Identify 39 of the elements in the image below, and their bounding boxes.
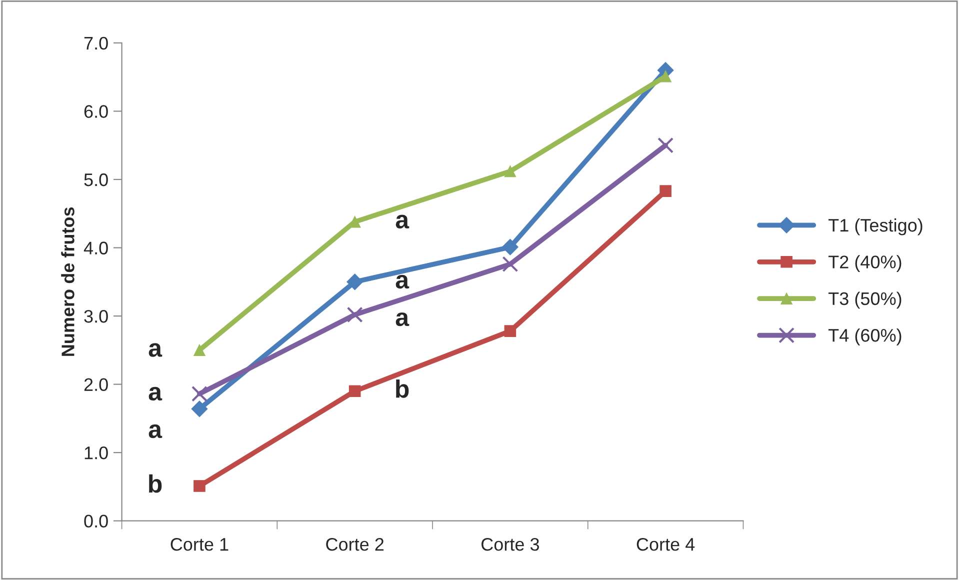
y-tick-label: 4.0 [84,242,108,254]
annotation: a [148,386,162,401]
point [504,325,516,337]
y-tick-label: 5.0 [84,173,108,186]
legend-label: T1 (Testigo) [828,218,922,236]
point [660,70,672,82]
legend-label: T3 (50%) [828,292,902,309]
annotation: b [396,379,409,398]
x-tick-label: Corte 1 [170,538,228,551]
y-tick-label: 7.0 [84,36,108,50]
point [502,238,518,256]
annotation: a [148,424,162,438]
y-tick-label: 6.0 [84,105,108,118]
annotation: a [148,343,162,357]
annotation: a [396,274,410,289]
x-tick-label: Corte 4 [636,538,695,551]
y-tick-label: 3.0 [84,310,108,323]
legend-label: T4 (60%) [828,328,902,346]
point [502,256,518,272]
y-axis-title: Numero de frutos [61,207,74,356]
point [660,185,672,197]
annotation: b [149,474,162,493]
point [658,137,674,154]
point [346,306,363,323]
annotation: a [396,214,410,229]
point [194,480,206,492]
point [504,165,516,178]
point [191,386,208,402]
y-tick-label: 1.0 [84,446,108,460]
y-tick-label: 0.0 [84,514,108,528]
legend-label: T2 (40%) [828,255,902,272]
point [194,344,206,356]
point [348,385,361,398]
annotation: a [396,312,410,326]
point [191,400,208,418]
point [346,274,364,290]
x-tick-label: Corte 3 [482,538,539,551]
y-tick-label: 2.0 [84,378,108,392]
x-tick-label: Corte 2 [326,538,384,551]
